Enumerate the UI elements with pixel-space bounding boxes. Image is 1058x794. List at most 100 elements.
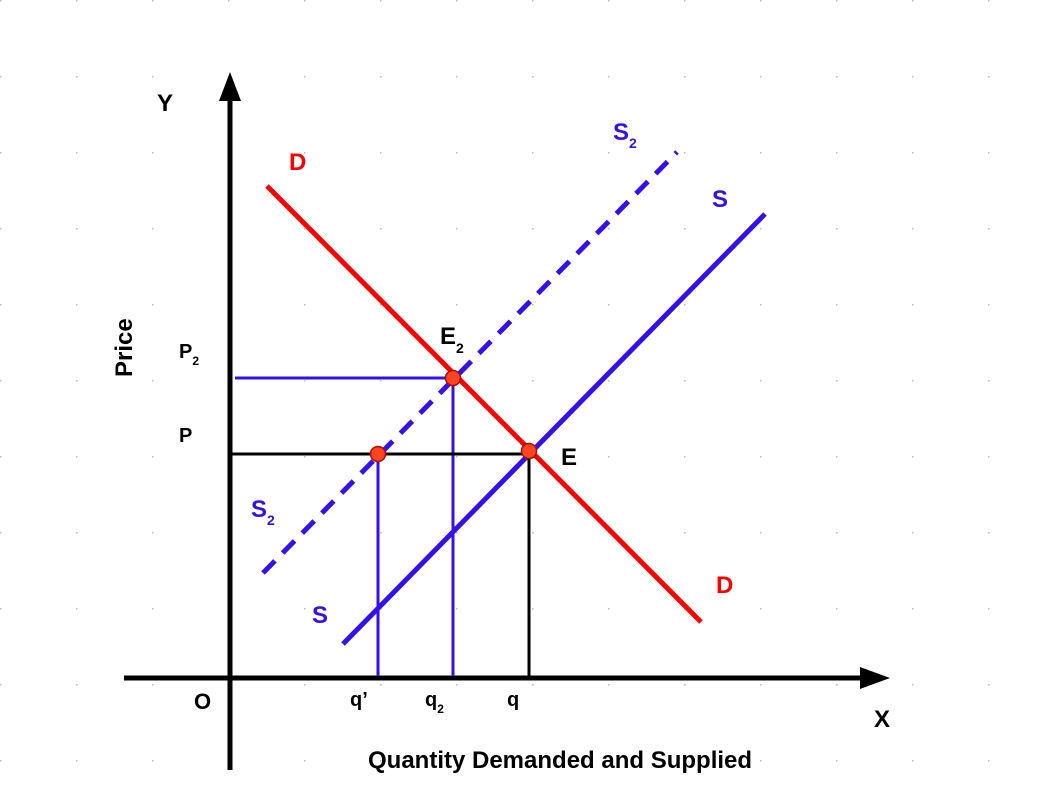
grid-dot [912, 760, 914, 762]
grid-dot [532, 152, 534, 154]
grid-dot [76, 304, 78, 306]
grid-dot [152, 380, 154, 382]
grid-dot [684, 380, 686, 382]
grid-dot [304, 760, 306, 762]
grid-dot [152, 684, 154, 686]
grid-dot [912, 456, 914, 458]
grid-dot [912, 76, 914, 78]
grid-dot [76, 608, 78, 610]
grid-dot [0, 76, 2, 78]
grid-dot [836, 152, 838, 154]
grid-dot [760, 608, 762, 610]
grid-dot [836, 684, 838, 686]
grid-dot [304, 608, 306, 610]
y-axis-title: Price [111, 318, 138, 377]
grid-dot [532, 228, 534, 230]
grid-dot [304, 456, 306, 458]
grid-dot [988, 0, 990, 2]
y-axis-arrowhead [219, 72, 241, 101]
grid-dot [456, 456, 458, 458]
grid-dot [0, 152, 2, 154]
p-label: P [179, 425, 192, 447]
grid-dot [836, 456, 838, 458]
grid-dot [152, 76, 154, 78]
grid-dot [456, 76, 458, 78]
grid-dot [76, 532, 78, 534]
grid-dot [760, 760, 762, 762]
grid-dot [988, 380, 990, 382]
grid-dot [912, 380, 914, 382]
grid-dot [380, 0, 382, 2]
origin-label: O [194, 689, 211, 714]
grid-dot [152, 608, 154, 610]
grid-dot [304, 0, 306, 2]
grid-dot [608, 228, 610, 230]
grid-dot [608, 380, 610, 382]
grid-dot [380, 760, 382, 762]
grid-dot [76, 760, 78, 762]
grid-dot [456, 760, 458, 762]
e2-label: E2 [440, 323, 464, 356]
grid-dot [228, 0, 230, 2]
grid-dot [0, 608, 2, 610]
grid-dot [912, 532, 914, 534]
grid-dot [152, 456, 154, 458]
grid-dot [304, 76, 306, 78]
grid-dot [684, 532, 686, 534]
grid-dot [152, 304, 154, 306]
demand-label-bottom: D [716, 572, 733, 599]
grid-dot [760, 456, 762, 458]
grid-dot [988, 228, 990, 230]
grid-dot [988, 532, 990, 534]
grid-dot [0, 532, 2, 534]
demand-curve [265, 184, 703, 624]
grid-dot [608, 0, 610, 2]
x-axis-title: Quantity Demanded and Supplied [368, 747, 752, 774]
grid-dot [836, 380, 838, 382]
grid-dot [988, 152, 990, 154]
grid-dot [912, 608, 914, 610]
grid-dot [532, 380, 534, 382]
x-axis-arrowhead [860, 667, 890, 689]
p2-label: P2 [179, 341, 199, 368]
grid-dot [456, 608, 458, 610]
supply-label-top: S [712, 186, 728, 213]
grid-dot [456, 0, 458, 2]
grid-dot [456, 228, 458, 230]
grid-dot [532, 608, 534, 610]
grid-dot [0, 228, 2, 230]
grid-dot [0, 0, 2, 2]
grid-dot [608, 456, 610, 458]
grid-dot [304, 152, 306, 154]
grid-dot [532, 760, 534, 762]
grid-dot [684, 456, 686, 458]
grid-dot [836, 76, 838, 78]
grid-dot [836, 608, 838, 610]
grid-dot [76, 380, 78, 382]
grid-dot [912, 152, 914, 154]
supply-curve [341, 212, 767, 646]
grid-dot [684, 304, 686, 306]
grid-dot [988, 608, 990, 610]
equilibrium-point-e2 [444, 369, 462, 387]
grid-dot [760, 380, 762, 382]
grid-dot [608, 152, 610, 154]
grid-dot [76, 684, 78, 686]
grid-dot [760, 0, 762, 2]
q2-label: q2 [425, 689, 444, 716]
grid-dot [380, 76, 382, 78]
grid-dot [456, 684, 458, 686]
grid-dot [380, 380, 382, 382]
grid-dot [760, 228, 762, 230]
grid-dot [304, 684, 306, 686]
grid-dot [836, 760, 838, 762]
supply2-curve-dashed [261, 150, 679, 575]
demand-label-top: D [289, 149, 306, 176]
grid-dot [152, 228, 154, 230]
grid-dot [912, 0, 914, 2]
grid-dot [532, 76, 534, 78]
grid-dot [912, 684, 914, 686]
grid-dot [836, 228, 838, 230]
grid-dot [76, 152, 78, 154]
